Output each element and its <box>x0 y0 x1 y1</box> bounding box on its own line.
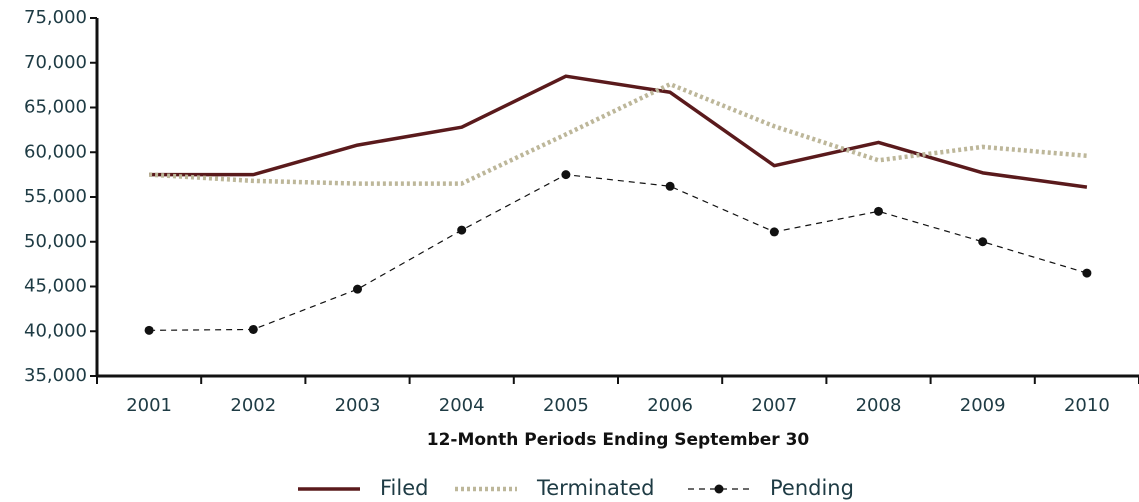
x-tick-label: 2006 <box>647 395 693 416</box>
x-tick-label: 2005 <box>543 395 589 416</box>
point <box>978 237 988 247</box>
x-tick-label: 2007 <box>751 395 797 416</box>
y-tick-label: 65,000 <box>24 97 87 118</box>
point <box>665 181 675 191</box>
point <box>353 284 362 294</box>
y-tick-label: 75,000 <box>24 7 87 28</box>
x-tick-label: 2008 <box>856 395 902 416</box>
x-tick-label: 2002 <box>230 395 276 416</box>
point <box>769 227 779 237</box>
x-tick-label: 2003 <box>335 395 381 416</box>
y-tick-label: 45,000 <box>24 276 87 297</box>
x-tick-label: 2001 <box>126 395 172 416</box>
y-tick-label: 35,000 <box>24 365 87 386</box>
point <box>561 170 571 180</box>
point <box>144 325 154 335</box>
y-tick-label: 40,000 <box>24 320 87 341</box>
series-line <box>149 74 1088 189</box>
series-line <box>149 174 1088 331</box>
point <box>457 225 467 235</box>
x-tick-label: 2010 <box>1064 395 1110 416</box>
legend-dot <box>714 484 724 494</box>
legend-label: Filed <box>380 476 428 500</box>
x-tick-label: 2004 <box>439 395 485 416</box>
point <box>1082 268 1092 278</box>
series-line <box>148 81 1088 186</box>
x-tick-label: 2009 <box>960 395 1006 416</box>
point <box>248 324 258 334</box>
y-tick-label: 55,000 <box>24 186 87 207</box>
legend-label: Terminated <box>536 476 654 500</box>
legend-label: Pending <box>770 476 854 500</box>
y-tick-label: 70,000 <box>24 52 87 73</box>
point <box>874 206 883 216</box>
x-axis-title: 12-Month Periods Ending September 30 <box>427 430 810 450</box>
y-tick-label: 50,000 <box>24 231 87 252</box>
y-tick-label: 60,000 <box>24 141 87 162</box>
